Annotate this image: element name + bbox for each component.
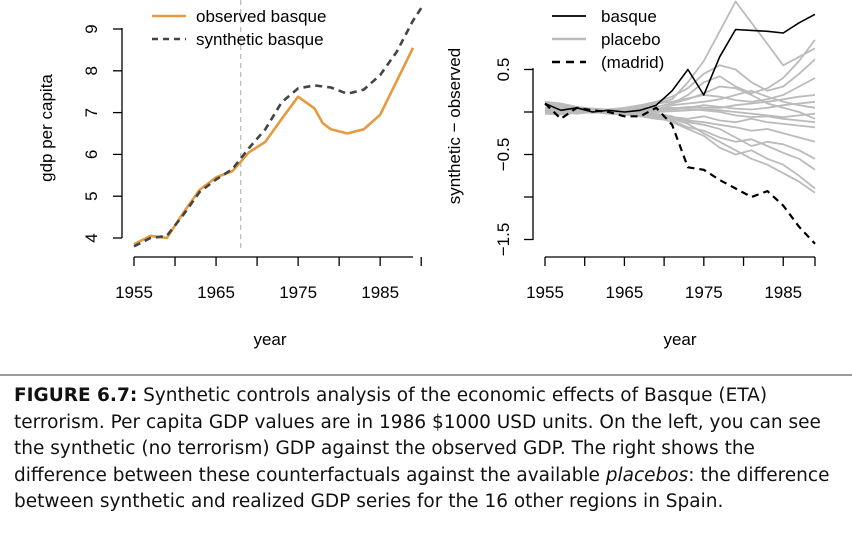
right-y-tick-label: −1.5	[494, 223, 513, 257]
right-x-tick-label: 1955	[526, 283, 564, 302]
left-x-tick-label: 1955	[115, 283, 153, 302]
legend-label-synthetic-basque: synthetic basque	[196, 30, 324, 49]
caption-divider	[0, 374, 852, 376]
left-x-tick-label: 1985	[361, 283, 399, 302]
right-x-tick-label: 1965	[605, 283, 643, 302]
right-y-tick-label: 0.5	[494, 58, 513, 82]
right-x-tick-label: 1975	[685, 283, 723, 302]
caption-text-part2: : the difference between synthetic and r…	[14, 464, 830, 513]
placebo-line	[544, 58, 816, 112]
right-x-tick-label: 1985	[764, 283, 802, 302]
right-y-tick-label: −0.5	[494, 138, 513, 172]
placebo-line	[544, 100, 816, 194]
right-y-axis-label: synthetic − observed	[445, 48, 464, 204]
caption-label: FIGURE 6.7:	[14, 385, 138, 406]
left-y-tick-label: 4	[82, 233, 101, 242]
left-y-axis-label: gdp per capita	[37, 74, 56, 182]
legend-label-basque: basque	[601, 7, 657, 26]
legend-label-observed-basque: observed basque	[196, 7, 326, 26]
right-chart: 1955 1965 1975 1985 −1.5 −0.5 0.5 synthetic −…	[445, 0, 816, 349]
figure-canvas: 1955 1965 1975 1985 4 5 6 7 8 9 gdp per capita y…	[37, 0, 816, 349]
series-line-observed-basque	[133, 47, 415, 246]
left-y-tick-label: 9	[82, 24, 101, 33]
caption-text-part1: Synthetic controls analysis of the econo…	[14, 385, 821, 486]
series-line-basque	[544, 13, 816, 113]
placebo-line	[544, 0, 816, 113]
left-y-tick-label: 8	[82, 66, 101, 75]
left-legend: observed basque synthetic basque	[152, 7, 326, 49]
left-x-tick-label: 1975	[279, 283, 317, 302]
legend-label-placebo: placebo	[601, 30, 661, 49]
figure-caption: FIGURE 6.7: Synthetic controls analysis …	[14, 383, 844, 516]
legend-label-madrid: (madrid)	[601, 53, 664, 72]
right-legend: basque placebo (madrid)	[552, 7, 664, 72]
left-y-tick-label: 6	[82, 150, 101, 159]
right-x-axis-label: year	[663, 330, 696, 349]
left-x-tick-label: 1965	[197, 283, 235, 302]
left-y-tick-label: 5	[82, 191, 101, 200]
caption-emphasis: placebos	[605, 464, 689, 486]
series-line-madrid	[544, 102, 816, 245]
left-chart: 1955 1965 1975 1985 4 5 6 7 8 9 gdp per capita y…	[37, 0, 423, 349]
left-x-axis-label: year	[253, 330, 286, 349]
series-line-synthetic-basque	[133, 7, 423, 248]
left-y-tick-label: 7	[82, 108, 101, 117]
